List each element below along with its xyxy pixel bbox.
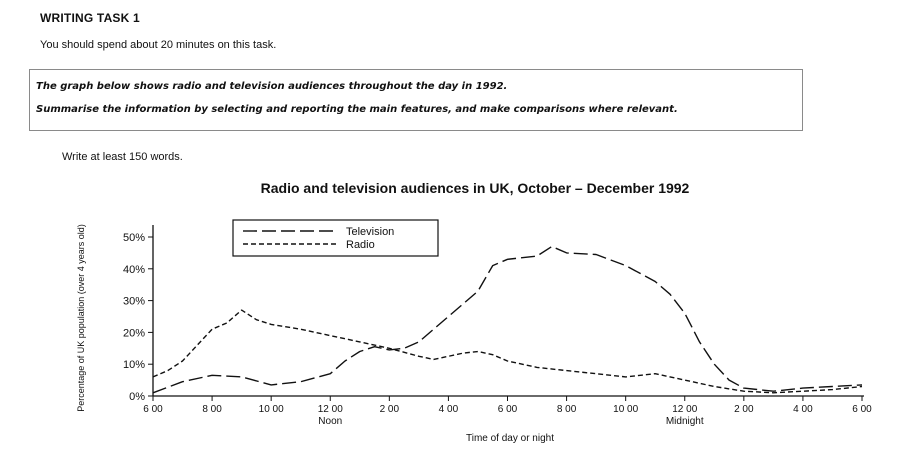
x-tick-label: 12 00 (672, 404, 697, 415)
x-tick-label: 4 00 (439, 404, 459, 415)
word-count-instruction: Write at least 150 words. (62, 151, 183, 163)
series-layer (152, 245, 863, 394)
task-prompt-box: The graph below shows radio and televisi… (29, 69, 803, 131)
x-tick-label: 2 00 (734, 404, 754, 415)
legend-label: Television (346, 226, 394, 238)
y-tick-label: 30% (123, 296, 145, 308)
task-heading: WRITING TASK 1 (40, 11, 140, 25)
y-tick-label: 40% (123, 264, 145, 276)
series-line-television (152, 245, 863, 394)
prompt-instruction: Summarise the information by selecting a… (36, 104, 678, 115)
time-instruction: You should spend about 20 minutes on thi… (40, 39, 277, 51)
x-tick-label: 4 00 (793, 404, 813, 415)
y-tick-label: 50% (123, 232, 145, 244)
x-tick-label: 12 00 (318, 404, 343, 415)
chart-title: Radio and television audiences in UK, Oc… (261, 180, 690, 196)
x-tick-label: 8 00 (557, 404, 577, 415)
y-tick-label: 10% (123, 359, 145, 371)
x-axis-label: Time of day or night (466, 433, 554, 444)
x-tick-label: 6 00 (852, 404, 872, 415)
x-tick-label: 6 00 (143, 404, 163, 415)
x-sublabel: Noon (318, 416, 342, 427)
y-tick-label: 0% (129, 391, 145, 403)
legend-label: Radio (346, 239, 375, 251)
x-tick-label: 10 00 (259, 404, 284, 415)
x-tick-label: 10 00 (613, 404, 638, 415)
x-tick-label: 8 00 (202, 404, 222, 415)
y-axis-label: Percentage of UK population (over 4 year… (76, 224, 86, 412)
axes: 0% 10% 20% 30% 40% 50% 6 00 8 00 10 00 12 00 2 00 4… (123, 225, 872, 427)
prompt-description: The graph below shows radio and televisi… (36, 81, 508, 92)
y-tick-label: 20% (123, 327, 145, 339)
series-line-radio (152, 309, 863, 394)
legend-box (232, 219, 439, 257)
x-tick-label: 6 00 (498, 404, 518, 415)
x-tick-label: 2 00 (380, 404, 400, 415)
x-sublabel: Midnight (666, 416, 704, 427)
